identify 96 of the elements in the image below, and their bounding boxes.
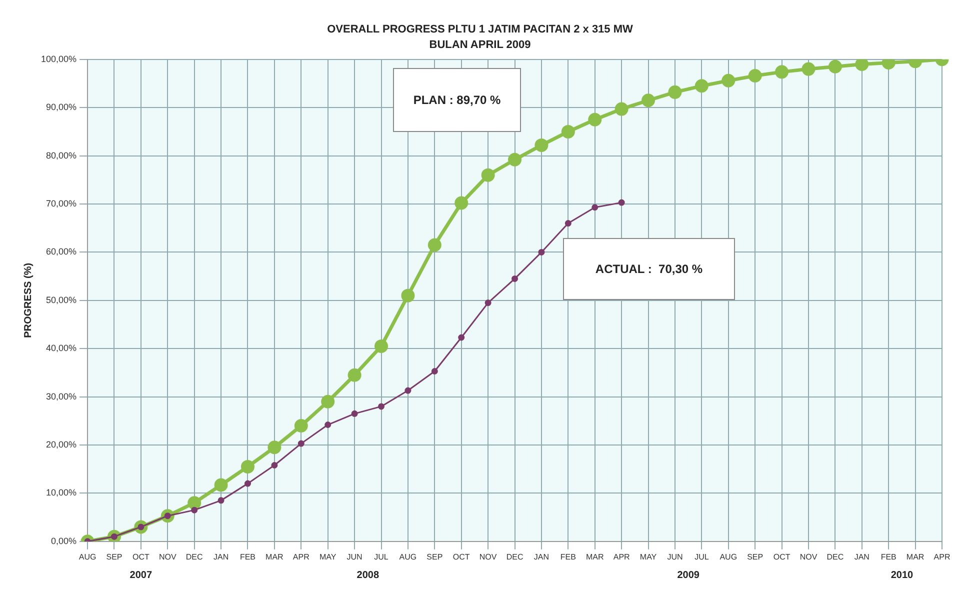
x-tick-label: NOV	[479, 552, 498, 562]
x-tick-label: NOV	[800, 552, 818, 562]
y-tick-label: 30,00%	[46, 391, 77, 402]
point	[188, 496, 202, 510]
point	[401, 288, 415, 302]
y-tick-label: 90,00%	[46, 102, 77, 112]
y-axis-title: PROGRESS (%)	[22, 262, 34, 338]
point	[484, 300, 492, 306]
point	[271, 462, 278, 468]
point	[694, 79, 708, 93]
point	[534, 138, 548, 152]
x-tick-label: MAR	[266, 552, 284, 562]
y-tick-label: 40,00%	[46, 343, 77, 354]
point	[454, 196, 468, 210]
point	[298, 440, 304, 447]
point	[218, 497, 224, 504]
x-tick-label: OCT	[452, 552, 470, 562]
y-tick-label: 10,00%	[46, 488, 77, 498]
point	[324, 422, 332, 428]
y-tick-label: 20,00%	[46, 439, 77, 450]
x-tick-label: AUG	[399, 552, 417, 562]
chart-title: OVERALL PROGRESS PLTU 1 JATIM PACITAN 2 x 315 MW	[327, 24, 634, 36]
x-tick-label: JAN	[854, 552, 870, 562]
x-tick-label: MAR	[586, 552, 604, 562]
note-box: ACTUAL : 70,30 %	[563, 238, 735, 300]
x-tick-label: JUL	[374, 552, 389, 562]
point	[618, 199, 625, 206]
point	[588, 112, 602, 126]
point	[828, 60, 842, 74]
text: 2007	[130, 570, 152, 582]
x-tick-label: SEP	[747, 552, 764, 562]
note-box: PLAN : 89,70 %	[393, 68, 521, 132]
x-tick-label: MAY	[640, 552, 658, 562]
point	[538, 248, 545, 256]
point	[855, 59, 869, 71]
chart-subtitle: BULAN APRIL 2009	[429, 38, 531, 51]
text: 2008	[356, 570, 380, 582]
point	[268, 440, 282, 454]
x-tick-label: AUG	[78, 552, 96, 562]
x-tick-label: DEC	[186, 552, 204, 562]
x-tick-label: OCT	[773, 552, 790, 562]
point	[321, 394, 335, 408]
x-tick-label: JUN	[667, 552, 683, 562]
point	[240, 460, 254, 474]
x-tick-label: OCT	[132, 552, 150, 562]
x-tick-label: MAR	[906, 552, 924, 562]
x-tick-label: FEB	[240, 552, 256, 562]
y-tick-label: 80,00%	[46, 150, 77, 160]
x-tick-label: NOV	[158, 552, 177, 562]
x-tick-label: MAY	[319, 552, 337, 562]
point	[348, 368, 362, 382]
x-tick-label: JUL	[694, 552, 710, 562]
point	[512, 275, 518, 282]
point	[561, 124, 575, 138]
x-tick-label: DEC	[506, 552, 524, 562]
y-tick-label: 0,00%	[51, 536, 77, 546]
point	[294, 418, 308, 432]
point	[564, 220, 572, 227]
point	[351, 410, 358, 417]
point	[458, 334, 465, 341]
point	[378, 403, 385, 410]
point	[374, 339, 388, 353]
text: 2009	[677, 570, 700, 582]
x-tick-label: APR	[613, 552, 630, 562]
point	[592, 204, 598, 211]
point	[668, 85, 682, 99]
x-tick-label: JUN	[346, 552, 363, 562]
x-tick-label: JAN	[534, 552, 550, 562]
y-tick-label: 60,00%	[46, 246, 77, 257]
point	[214, 478, 228, 492]
point	[244, 480, 251, 487]
point	[642, 94, 656, 108]
point	[404, 387, 412, 394]
point	[722, 74, 736, 88]
x-tick-label: FEB	[560, 552, 576, 562]
x-tick-label: JAN	[213, 552, 229, 562]
point	[508, 152, 522, 166]
point	[481, 168, 495, 182]
x-tick-label: AUG	[720, 552, 738, 562]
point	[191, 506, 198, 514]
point	[431, 368, 438, 375]
y-tick-label: 70,00%	[46, 198, 77, 208]
text: 2010	[890, 570, 914, 582]
point	[428, 238, 442, 252]
point	[802, 62, 816, 76]
x-tick-label: FEB	[880, 552, 896, 562]
x-tick-label: APR	[292, 552, 310, 562]
point	[614, 102, 628, 116]
y-tick-label: 100,00%	[41, 54, 77, 64]
point	[775, 65, 789, 79]
x-tick-label: APR	[934, 552, 950, 562]
x-tick-label: DEC	[826, 552, 844, 562]
x-tick-label: SEP	[106, 552, 122, 562]
point	[748, 69, 762, 83]
y-tick-label: 50,00%	[46, 294, 77, 305]
x-tick-label: SEP	[426, 552, 443, 562]
